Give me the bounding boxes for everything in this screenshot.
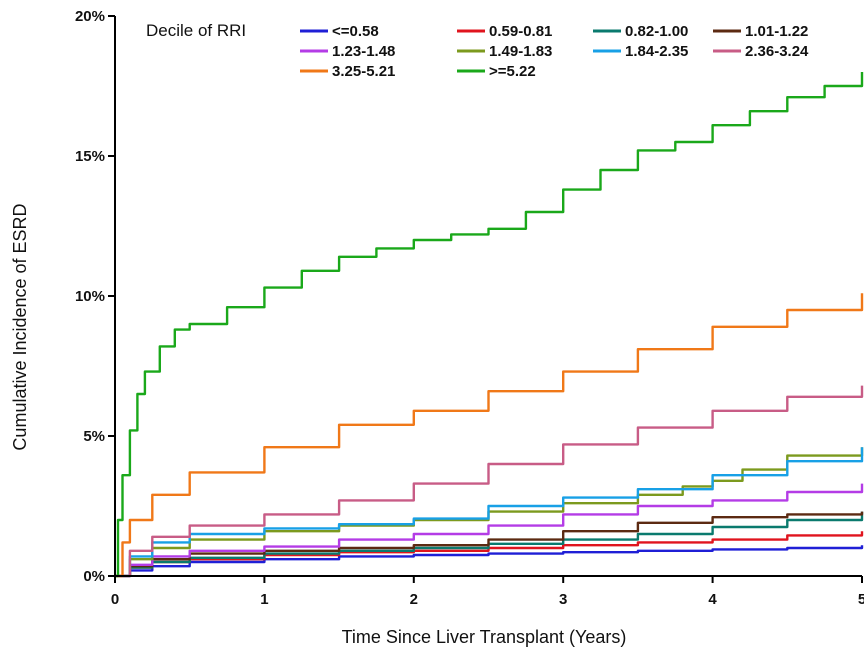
legend-label: <=0.58 xyxy=(332,23,379,40)
y-tick-label: 15% xyxy=(75,148,105,165)
x-tick-label: 5 xyxy=(858,591,864,608)
legend-label: 1.49-1.83 xyxy=(489,43,552,60)
y-tick-label: 0% xyxy=(83,568,105,585)
series-lines xyxy=(115,72,864,578)
legend-label: 2.36-3.24 xyxy=(745,43,809,60)
legend-label: >=5.22 xyxy=(489,63,536,80)
x-tick-label: 4 xyxy=(708,591,717,608)
legend-label: 0.82-1.00 xyxy=(625,23,688,40)
legend-label: 3.25-5.21 xyxy=(332,63,395,80)
legend-items: <=0.58 0.59-0.81 0.82-1.00 1.01-1.22 1.23-1.… xyxy=(300,23,809,80)
legend-label: 1.84-2.35 xyxy=(625,43,688,60)
x-tick-label: 3 xyxy=(559,591,567,608)
y-tick-label: 5% xyxy=(83,428,105,445)
x-axis-ticks: 0 1 2 3 4 5 xyxy=(111,576,864,608)
y-tick-label: 20% xyxy=(75,8,105,25)
series-line xyxy=(115,385,864,578)
legend-label: 1.23-1.48 xyxy=(332,43,395,60)
legend-title: Decile of RRI xyxy=(146,21,246,40)
x-tick-label: 1 xyxy=(260,591,268,608)
x-tick-label: 2 xyxy=(410,591,418,608)
legend-label: 1.01-1.22 xyxy=(745,23,808,40)
y-axis-ticks: 0% 5% 10% 15% 20% xyxy=(75,8,115,585)
series-line xyxy=(115,293,864,578)
legend: Decile of RRI <=0.58 0.59-0.81 0.82-1.00 1.… xyxy=(146,21,809,80)
x-axis-title: Time Since Liver Transplant (Years) xyxy=(342,627,627,647)
y-tick-label: 10% xyxy=(75,288,105,305)
series-line xyxy=(115,72,864,578)
x-tick-label: 0 xyxy=(111,591,119,608)
legend-label: 0.59-0.81 xyxy=(489,23,552,40)
y-axis-title: Cumulative Incidence of ESRD xyxy=(10,203,30,450)
